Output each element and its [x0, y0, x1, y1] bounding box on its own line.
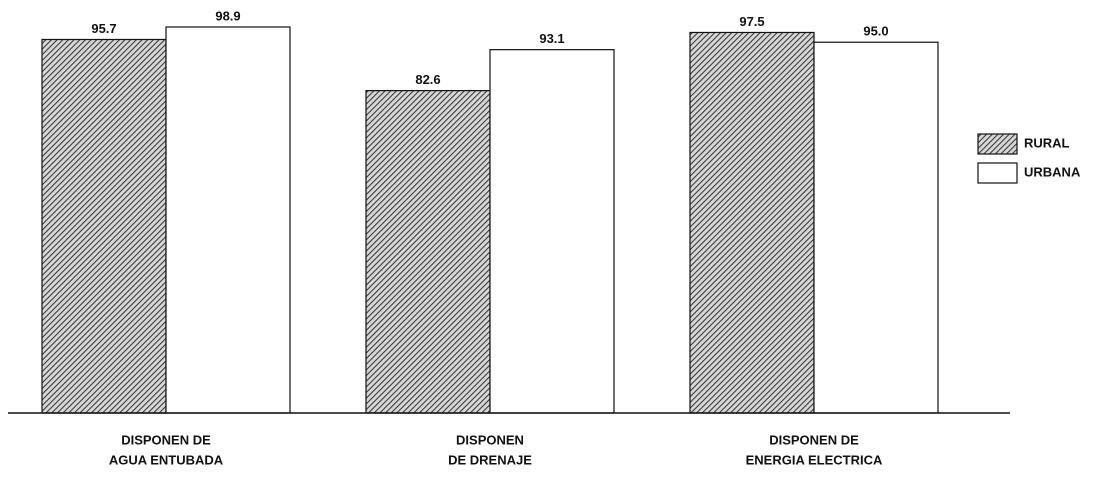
legend-label: URBANA	[1024, 164, 1081, 179]
legend-swatch	[977, 133, 1018, 155]
bar	[813, 41, 939, 414]
x-tick-label: DE DRENAJE	[448, 452, 532, 467]
legend-swatch	[977, 162, 1018, 184]
legend-label: RURAL	[1024, 135, 1070, 150]
data-label: 93.1	[539, 31, 564, 46]
x-tick-label: ENERGIA ELECTRICA	[746, 452, 883, 467]
bar	[489, 49, 615, 414]
bar	[689, 31, 815, 414]
bar	[41, 38, 167, 414]
data-label: 97.5	[739, 14, 764, 29]
data-label: 95.7	[91, 21, 116, 36]
bar	[165, 26, 291, 414]
x-tick-label: AGUA ENTUBADA	[109, 452, 224, 467]
x-tick-label: DISPONEN	[456, 432, 524, 447]
x-tick-label: DISPONEN DE	[121, 432, 211, 447]
data-label: 82.6	[415, 72, 440, 87]
data-label: 98.9	[215, 8, 240, 23]
x-tick-label: DISPONEN DE	[769, 432, 859, 447]
data-label: 95.0	[863, 24, 888, 39]
bar	[365, 90, 491, 414]
